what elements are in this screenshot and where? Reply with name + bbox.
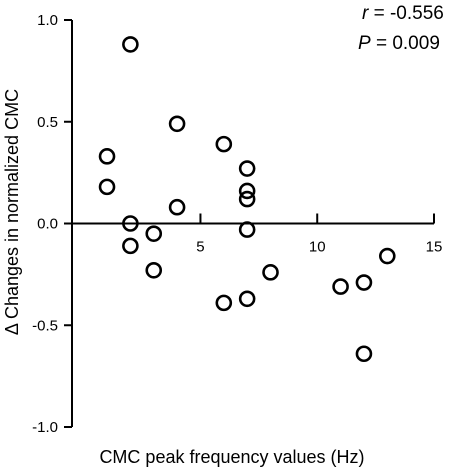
x-axis-title: CMC peak frequency values (Hz) bbox=[99, 447, 364, 467]
data-point bbox=[378, 247, 396, 265]
y-tick-label: -0.5 bbox=[32, 317, 58, 334]
data-point bbox=[355, 274, 373, 291]
y-axis-title: Δ Changes in normalized CMC bbox=[2, 89, 22, 335]
data-point bbox=[215, 294, 233, 312]
r-symbol: r bbox=[362, 3, 369, 24]
data-point bbox=[355, 345, 373, 363]
p-symbol: P bbox=[358, 33, 371, 54]
y-tick-label: 0.0 bbox=[37, 216, 58, 233]
y-tick-label: 0.5 bbox=[37, 114, 58, 131]
x-tick-label: 10 bbox=[309, 239, 326, 256]
data-point bbox=[238, 290, 256, 308]
data-point bbox=[98, 178, 116, 196]
data-point bbox=[238, 160, 256, 177]
data-point bbox=[238, 182, 256, 200]
data-point bbox=[238, 190, 256, 208]
ticks: 1.0 0.5 0.0 -0.5 -1.0 5 10 15 bbox=[32, 12, 442, 436]
data-point bbox=[168, 198, 186, 216]
data-point bbox=[122, 36, 139, 53]
data-points bbox=[98, 36, 396, 363]
data-point bbox=[238, 221, 256, 238]
r-statistic: r = -0.556 bbox=[362, 3, 444, 24]
y-tick-label: 1.0 bbox=[37, 12, 58, 29]
data-point bbox=[98, 148, 116, 165]
x-tick-label: 5 bbox=[196, 239, 204, 256]
r-value: = -0.556 bbox=[368, 3, 444, 24]
data-point bbox=[145, 225, 163, 242]
data-point bbox=[122, 215, 139, 232]
p-statistic: P = 0.009 bbox=[358, 33, 440, 54]
y-tick-label: -1.0 bbox=[32, 419, 58, 436]
data-point bbox=[145, 262, 163, 279]
p-value: = 0.009 bbox=[371, 33, 440, 54]
x-tick-label: 15 bbox=[426, 239, 443, 256]
axes bbox=[71, 20, 434, 427]
data-point bbox=[122, 237, 139, 255]
data-point bbox=[215, 135, 233, 153]
data-point bbox=[262, 264, 279, 281]
data-point bbox=[332, 278, 349, 295]
data-point bbox=[168, 115, 186, 133]
